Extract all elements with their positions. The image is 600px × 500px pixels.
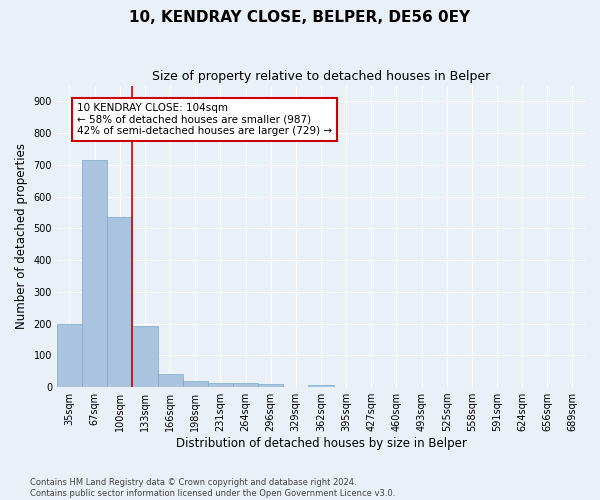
Y-axis label: Number of detached properties: Number of detached properties	[15, 144, 28, 330]
Text: 10 KENDRAY CLOSE: 104sqm
← 58% of detached houses are smaller (987)
42% of semi-: 10 KENDRAY CLOSE: 104sqm ← 58% of detach…	[77, 103, 332, 136]
Bar	[57, 324, 82, 387]
Text: 10, KENDRAY CLOSE, BELPER, DE56 0EY: 10, KENDRAY CLOSE, BELPER, DE56 0EY	[130, 10, 470, 25]
Bar	[82, 160, 107, 387]
Title: Size of property relative to detached houses in Belper: Size of property relative to detached ho…	[152, 70, 490, 83]
Bar	[182, 380, 208, 387]
X-axis label: Distribution of detached houses by size in Belper: Distribution of detached houses by size …	[176, 437, 466, 450]
Bar	[308, 384, 334, 387]
Bar	[158, 374, 182, 387]
Bar	[208, 382, 233, 387]
Bar	[133, 326, 158, 387]
Bar	[107, 216, 133, 387]
Bar	[258, 384, 283, 387]
Bar	[233, 383, 258, 387]
Text: Contains HM Land Registry data © Crown copyright and database right 2024.
Contai: Contains HM Land Registry data © Crown c…	[30, 478, 395, 498]
